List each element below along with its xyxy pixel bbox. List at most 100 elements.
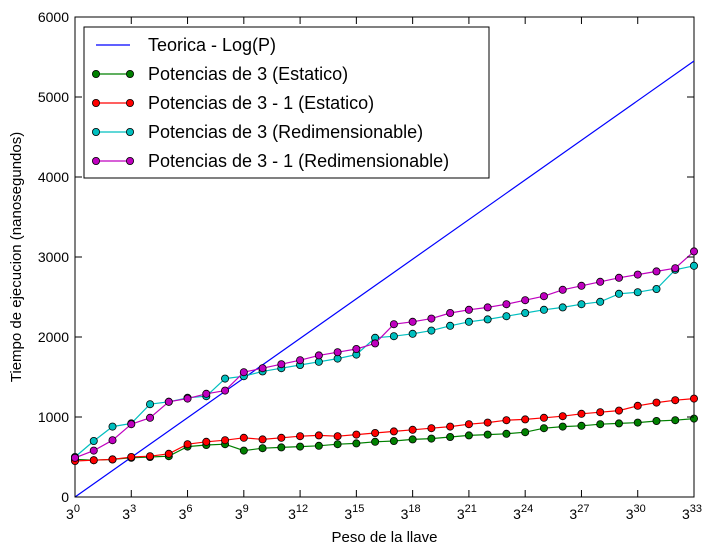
data-point [614, 289, 623, 298]
data-point [89, 446, 98, 455]
data-point [221, 436, 230, 445]
x-tick-exponent: 24 [521, 503, 533, 515]
data-point [446, 432, 455, 441]
x-tick-label: 33 [122, 503, 136, 522]
data-point [408, 329, 417, 338]
legend-entry-label: Potencias de 3 (Estatico) [148, 64, 348, 84]
data-point [277, 443, 286, 452]
data-point [558, 303, 567, 312]
data-point [108, 455, 117, 464]
data-point [596, 408, 605, 417]
y-tick-label: 4000 [38, 169, 69, 185]
data-point [239, 433, 248, 442]
data-point [577, 281, 586, 290]
data-point [671, 396, 680, 405]
data-point [408, 425, 417, 434]
data-point [333, 440, 342, 449]
legend-entry-label: Potencias de 3 - 1 (Estatico) [148, 93, 374, 113]
x-tick-label: 321 [457, 503, 477, 522]
data-point [239, 368, 248, 377]
data-point [633, 270, 642, 279]
legend-box [83, 26, 490, 179]
data-point [502, 300, 511, 309]
data-point [539, 305, 548, 314]
legend-swatch-marker [126, 127, 135, 136]
x-tick-label: 39 [235, 503, 249, 522]
x-tick-label: 327 [569, 503, 589, 522]
data-point [614, 406, 623, 415]
data-point [389, 320, 398, 329]
series-line [74, 250, 695, 459]
data-point [296, 356, 305, 365]
data-point [483, 303, 492, 312]
x-tick-label: 333 [682, 503, 702, 522]
data-point [464, 420, 473, 429]
x-tick-exponent: 12 [296, 503, 308, 515]
data-point [202, 437, 211, 446]
data-point [127, 452, 136, 461]
data-point [258, 444, 267, 453]
data-point [464, 305, 473, 314]
data-point [71, 453, 80, 462]
data-point [221, 374, 230, 383]
data-point [464, 431, 473, 440]
data-point [483, 430, 492, 439]
data-point [333, 348, 342, 357]
data-point [521, 428, 530, 437]
data-point [89, 456, 98, 465]
y-tick-label: 6000 [38, 9, 69, 25]
y-tick-label: 0 [61, 489, 69, 505]
data-point [558, 285, 567, 294]
data-point [258, 435, 267, 444]
data-point [671, 264, 680, 273]
data-point [146, 413, 155, 422]
legend-swatch-marker [92, 127, 101, 136]
legend-entry-label: Potencias de 3 (Redimensionable) [148, 122, 423, 142]
x-tick-exponent: 3 [130, 503, 136, 515]
x-tick-exponent: 33 [690, 503, 702, 515]
y-tick-label: 3000 [38, 249, 69, 265]
data-point [577, 300, 586, 309]
x-tick-exponent: 21 [465, 503, 477, 515]
y-tick-label: 1000 [38, 409, 69, 425]
data-point [352, 430, 361, 439]
data-point [633, 418, 642, 427]
x-tick-exponent: 27 [577, 503, 589, 515]
y-axis-label: Tiempo de ejecucion (nanosegundos) [8, 132, 25, 382]
data-point [671, 416, 680, 425]
data-point [446, 308, 455, 317]
legend-swatch-marker [92, 70, 101, 79]
data-point [596, 277, 605, 286]
series-4 [71, 247, 699, 462]
series-0 [74, 60, 695, 498]
data-point [314, 351, 323, 360]
data-point [277, 433, 286, 442]
data-point [427, 314, 436, 323]
data-point [89, 436, 98, 445]
data-point [596, 297, 605, 306]
data-point [446, 321, 455, 330]
x-axis-label: Peso de la llave [332, 529, 438, 546]
data-point [389, 436, 398, 445]
data-point [427, 326, 436, 335]
data-point [296, 432, 305, 441]
x-tick-label: 312 [288, 503, 308, 522]
y-tick-label: 2000 [38, 329, 69, 345]
data-point [633, 401, 642, 410]
data-point [502, 416, 511, 425]
x-tick-exponent: 15 [352, 503, 364, 515]
data-point [371, 437, 380, 446]
data-point [333, 432, 342, 441]
data-point [108, 422, 117, 431]
data-point [652, 398, 661, 407]
data-point [427, 434, 436, 443]
legend-swatch-marker [126, 156, 135, 165]
data-point [483, 418, 492, 427]
data-point [652, 267, 661, 276]
legend-swatch-marker [126, 99, 135, 108]
data-point [521, 415, 530, 424]
data-point [277, 360, 286, 369]
x-tick-exponent: 6 [186, 503, 192, 515]
legend-swatch-marker [126, 70, 135, 79]
x-tick-exponent: 18 [408, 503, 420, 515]
